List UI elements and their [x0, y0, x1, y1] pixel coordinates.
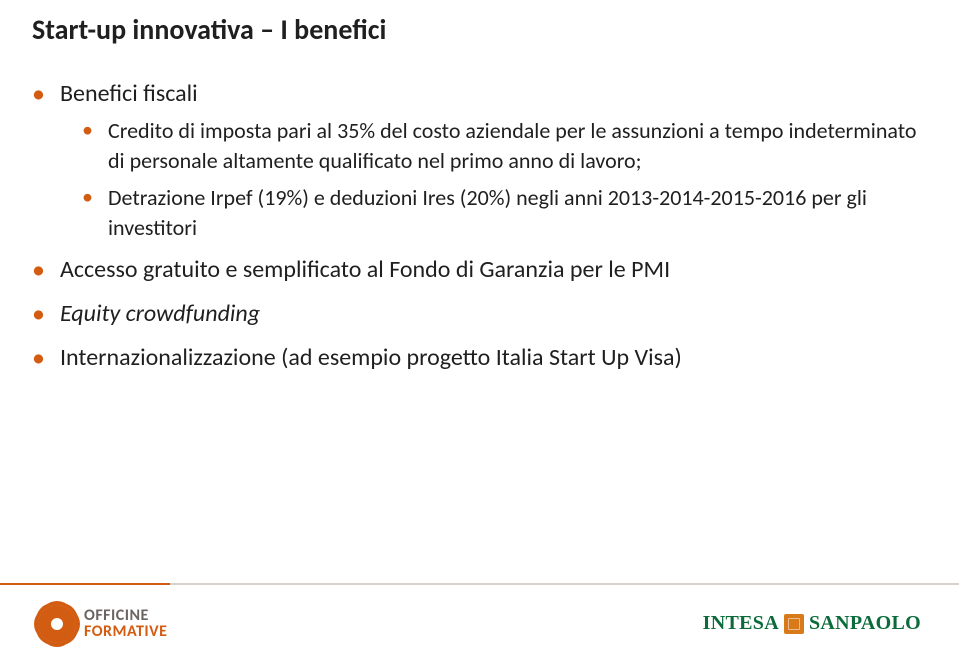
- logo-officine-formative: OFFICINE FORMATIVE: [38, 605, 167, 643]
- bullet-internazionalizzazione: Internazionalizzazione (ad esempio proge…: [32, 342, 919, 374]
- slide-body: Benefici fiscali Credito di imposta pari…: [32, 78, 919, 387]
- slide: Start-up innovativa – I benefici Benefic…: [0, 0, 959, 657]
- bullet-label: Benefici fiscali: [60, 79, 198, 108]
- sub-bullet-list: Credito di imposta pari al 35% del costo…: [60, 116, 919, 242]
- sub-bullet-credito-imposta: Credito di imposta pari al 35% del costo…: [60, 116, 919, 175]
- footer-divider-orange: [0, 583, 170, 585]
- bullet-equity-crowdfunding: Equity crowdfunding: [32, 298, 919, 330]
- footer-divider: [0, 583, 959, 585]
- slide-title: Start-up innovativa – I benefici: [32, 12, 386, 47]
- logo-intesa-sanpaolo: INTESA SANPAOLO: [703, 612, 921, 635]
- logo-left-text: OFFICINE FORMATIVE: [84, 608, 167, 640]
- logo-right-part1: INTESA: [703, 612, 779, 635]
- bank-square-icon: [784, 614, 804, 634]
- gear-icon: [38, 605, 76, 643]
- bullet-equity-text: Equity crowdfunding: [60, 299, 260, 328]
- logo-right-part2: SANPAOLO: [809, 612, 921, 635]
- bullet-fondo-garanzia: Accesso gratuito e semplificato al Fondo…: [32, 254, 919, 286]
- sub-bullet-detrazione-irpef: Detrazione Irpef (19%) e deduzioni Ires …: [60, 183, 919, 242]
- bullet-benefici-fiscali: Benefici fiscali Credito di imposta pari…: [32, 78, 919, 242]
- logo-left-line2: FORMATIVE: [84, 624, 167, 640]
- bullet-list: Benefici fiscali Credito di imposta pari…: [32, 78, 919, 375]
